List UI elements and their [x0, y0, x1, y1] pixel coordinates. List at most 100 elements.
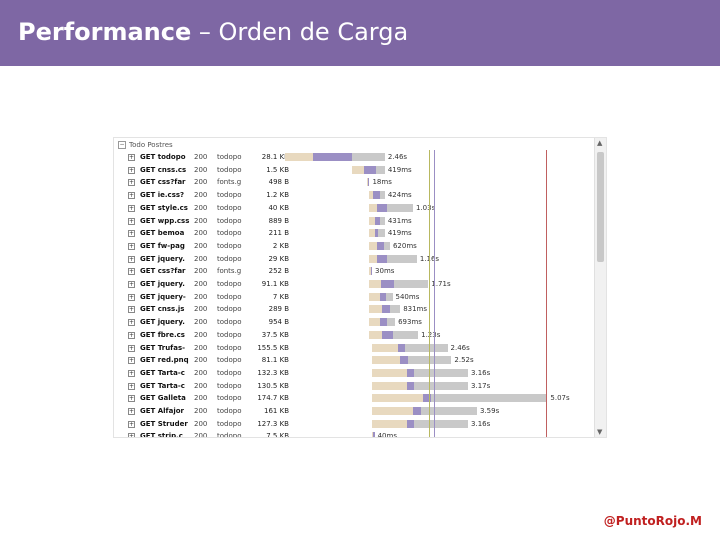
request-row[interactable]: + GET css?far 200 fonts.g 252 B 30ms [114, 265, 594, 278]
request-domain: todopo [217, 254, 242, 263]
scroll-thumb[interactable] [597, 152, 604, 262]
cache-bar [389, 305, 401, 314]
request-row[interactable]: + GET cnss.js 200 todopo 289 B 831ms [114, 303, 594, 316]
slide-title: Performance – Orden de Carga [18, 18, 408, 46]
request-time-label: 2.46s [450, 343, 470, 352]
expand-row-icon[interactable]: + [128, 293, 135, 301]
request-size: 889 B [268, 216, 289, 225]
expand-row-icon[interactable]: + [128, 166, 135, 174]
cache-bar [414, 381, 469, 390]
request-row[interactable]: + GET Tarta-c 200 todopo 130.5 KB 3.17s [114, 380, 594, 393]
scroll-up-arrow-icon[interactable]: ▲ [597, 139, 603, 147]
cache-bar [430, 394, 548, 403]
request-status: 200 [194, 343, 208, 352]
request-row[interactable]: + GET Galleta 200 todopo 174.7 KB 5.07s [114, 392, 594, 405]
request-domain: todopo [217, 165, 242, 174]
receive-bar [382, 305, 390, 314]
expand-row-icon[interactable]: + [128, 420, 135, 428]
request-size: 161 KB [264, 407, 289, 415]
request-group-header[interactable]: − Todo Postres [114, 139, 594, 151]
request-time-label: 419ms [387, 229, 412, 238]
request-url: GET Galleta [140, 394, 186, 403]
request-url: GET Trufas- [140, 343, 186, 352]
request-status: 200 [194, 165, 208, 174]
request-status: 200 [194, 407, 208, 415]
expand-row-icon[interactable]: + [128, 204, 135, 212]
wait-bar [369, 330, 383, 339]
expand-row-icon[interactable]: + [128, 319, 135, 327]
request-time-label: 620ms [392, 241, 417, 250]
request-url: GET cnss.js [140, 305, 185, 314]
request-status: 200 [194, 203, 208, 212]
wait-bar [369, 203, 378, 212]
expand-row-icon[interactable]: + [128, 255, 135, 263]
expand-row-icon[interactable]: + [128, 179, 135, 187]
request-row[interactable]: + GET css?far 200 fonts.g 498 B 18ms [114, 176, 594, 189]
request-domain: todopo [217, 381, 242, 390]
expand-row-icon[interactable]: + [128, 369, 135, 377]
request-size: 289 B [268, 305, 289, 314]
request-size: 91.1 KB [261, 280, 289, 288]
receive-bar [406, 381, 415, 390]
request-time-label: 693ms [398, 318, 422, 327]
request-time-label: 1.71s [431, 280, 451, 288]
request-url: GET jquery. [140, 318, 185, 327]
request-row[interactable]: + GET fbre.cs 200 todopo 37.5 KB 1.23s [114, 329, 594, 342]
expand-row-icon[interactable]: + [128, 192, 135, 200]
request-row[interactable]: + GET todopo 200 todopo 28.1 KB 2.46s [114, 151, 594, 164]
receive-bar [364, 165, 376, 174]
request-url: GET Alfajor [140, 407, 184, 415]
request-domain: todopo [217, 318, 242, 327]
request-row[interactable]: + GET style.cs 200 todopo 40 KB 1.03s [114, 202, 594, 215]
expand-row-icon[interactable]: + [128, 281, 135, 288]
request-row[interactable]: + GET wpp.css 200 todopo 889 B 431ms [114, 215, 594, 228]
group-label: Todo Postres [129, 141, 173, 149]
receive-bar [397, 343, 406, 352]
request-row[interactable]: + GET jquery- 200 todopo 7 KB 540ms [114, 291, 594, 304]
request-row[interactable]: + GET Struder 200 todopo 127.3 KB 3.16s [114, 418, 594, 431]
expand-row-icon[interactable]: + [128, 382, 135, 390]
request-status: 200 [194, 432, 208, 438]
request-row[interactable]: + GET Tarta-c 200 todopo 132.3 KB 3.16s [114, 367, 594, 380]
receive-bar [400, 356, 408, 365]
expand-row-icon[interactable]: + [128, 344, 135, 352]
expand-row-icon[interactable]: + [128, 242, 135, 250]
request-row[interactable]: + GET jquery. 200 todopo 91.1 KB 1.71s [114, 278, 594, 291]
request-row[interactable]: + GET bemoa 200 todopo 211 B 419ms [114, 227, 594, 240]
collapse-icon[interactable]: − [118, 141, 126, 149]
expand-row-icon[interactable]: + [128, 154, 135, 161]
vertical-scrollbar[interactable]: ▲ ▼ [594, 138, 606, 437]
load-event-line [434, 150, 435, 437]
expand-row-icon[interactable]: + [128, 408, 135, 415]
request-time-label: 1.03s [416, 203, 436, 212]
expand-row-icon[interactable]: + [128, 395, 135, 403]
request-status: 200 [194, 318, 208, 327]
scroll-down-arrow-icon[interactable]: ▼ [597, 428, 603, 436]
expand-row-icon[interactable]: + [128, 306, 135, 314]
request-row[interactable]: + GET ie.css? 200 todopo 1.2 KB 424ms [114, 189, 594, 202]
receive-bar [373, 432, 375, 437]
onload-event-line [546, 150, 547, 437]
request-size: 7 KB [272, 292, 289, 301]
expand-row-icon[interactable]: + [128, 357, 135, 365]
request-time-label: 18ms [372, 178, 392, 187]
request-domain: todopo [217, 305, 242, 314]
expand-row-icon[interactable]: + [128, 230, 135, 238]
request-domain: todopo [217, 356, 242, 365]
expand-row-icon[interactable]: + [128, 331, 135, 339]
request-row[interactable]: + GET red.pnq 200 todopo 81.1 KB 2.52s [114, 354, 594, 367]
expand-row-icon[interactable]: + [128, 433, 135, 437]
request-row[interactable]: + GET cnss.cs 200 todopo 1.5 KB 419ms [114, 164, 594, 177]
request-status: 200 [194, 419, 208, 428]
request-row[interactable]: + GET strip.c 200 todopo 7.5 KB 40ms [114, 430, 594, 438]
request-row[interactable]: + GET Alfajor 200 todopo 161 KB 3.59s [114, 405, 594, 418]
request-row[interactable]: + GET jquery. 200 todopo 954 B 693ms [114, 316, 594, 329]
expand-row-icon[interactable]: + [128, 217, 135, 225]
request-row[interactable]: + GET fw-pag 200 todopo 2 KB 620ms [114, 240, 594, 253]
expand-row-icon[interactable]: + [128, 268, 135, 276]
request-url: GET bemoa [140, 229, 185, 238]
request-status: 200 [194, 280, 208, 288]
wait-bar [369, 318, 380, 327]
request-row[interactable]: + GET Trufas- 200 todopo 155.5 KB 2.46s [114, 342, 594, 355]
